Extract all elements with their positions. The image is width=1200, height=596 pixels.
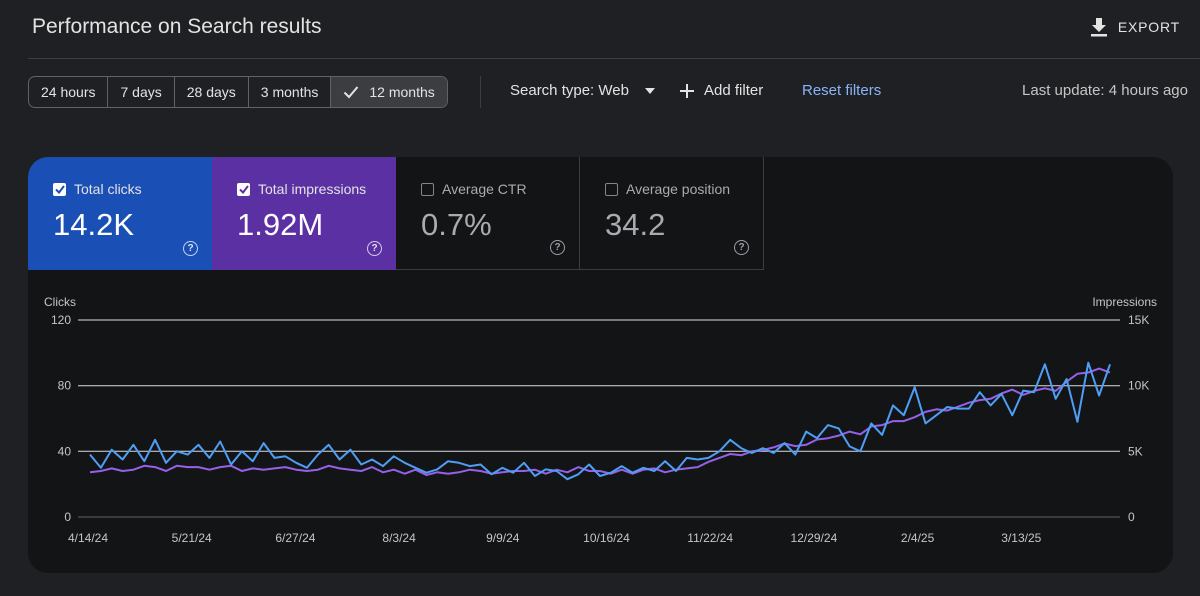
performance-card: Total clicks 14.2K ? Total impressions 1… xyxy=(28,157,1173,573)
check-icon xyxy=(344,86,359,99)
checkbox-checked-icon[interactable] xyxy=(237,182,250,196)
right-tick: 15K xyxy=(1128,313,1149,327)
help-icon[interactable]: ? xyxy=(550,240,565,255)
performance-chart[interactable]: Clicks Impressions 120 80 40 0 15K 10K 5… xyxy=(28,157,1173,573)
checkbox-checked-icon[interactable] xyxy=(53,182,66,196)
right-tick: 0 xyxy=(1128,510,1135,524)
metric-value: 34.2 xyxy=(605,207,666,242)
metric-label: Average position xyxy=(626,181,731,197)
metric-average-ctr[interactable]: Average CTR 0.7% ? xyxy=(396,157,580,270)
reset-filters-link[interactable]: Reset filters xyxy=(802,82,882,99)
x-tick-label: 8/3/24 xyxy=(382,531,416,545)
checkbox-unchecked-icon[interactable] xyxy=(605,182,618,196)
range-12-months[interactable]: 12 months xyxy=(331,77,447,107)
add-filter-button[interactable]: Add filter xyxy=(680,82,763,99)
metric-value: 14.2K xyxy=(53,207,135,242)
help-icon[interactable]: ? xyxy=(367,241,382,256)
metric-label: Total clicks xyxy=(74,181,142,197)
left-axis-label: Clicks xyxy=(44,295,76,309)
export-label: EXPORT xyxy=(1117,19,1180,35)
help-icon[interactable]: ? xyxy=(734,240,749,255)
search-type-dropdown[interactable]: Search type: Web xyxy=(510,82,655,99)
range-28-days[interactable]: 28 days xyxy=(175,77,249,107)
series-line-impressions xyxy=(89,367,1111,476)
filter-divider xyxy=(480,76,481,108)
export-button[interactable]: EXPORT xyxy=(1090,14,1180,40)
checkbox-unchecked-icon[interactable] xyxy=(421,182,434,196)
metric-value: 0.7% xyxy=(421,207,492,242)
help-icon[interactable]: ? xyxy=(183,241,198,256)
metric-label: Average CTR xyxy=(442,181,527,197)
range-24-hours[interactable]: 24 hours xyxy=(29,77,109,107)
x-tick-label: 11/22/24 xyxy=(687,531,733,545)
left-tick: 0 xyxy=(64,510,71,524)
page-header: Performance on Search results EXPORT xyxy=(0,0,1200,58)
x-tick-label: 6/27/24 xyxy=(275,531,315,545)
download-icon xyxy=(1090,18,1107,37)
metric-average-position[interactable]: Average position 34.2 ? xyxy=(580,157,764,270)
metric-total-clicks[interactable]: Total clicks 14.2K ? xyxy=(28,157,212,270)
search-type-label: Search type: Web xyxy=(510,82,629,99)
series-line-clicks xyxy=(89,361,1111,481)
metric-total-impressions[interactable]: Total impressions 1.92M ? xyxy=(212,157,396,270)
range-12-months-label: 12 months xyxy=(369,84,435,100)
right-axis-label: Impressions xyxy=(1092,295,1157,309)
caret-down-icon xyxy=(644,87,655,94)
right-tick: 10K xyxy=(1128,379,1149,393)
left-tick: 120 xyxy=(51,313,71,327)
date-range-selector: 24 hours 7 days 28 days 3 months 12 mont… xyxy=(28,76,448,108)
x-tick-label: 4/14/24 xyxy=(68,531,108,545)
range-3-months[interactable]: 3 months xyxy=(249,77,332,107)
header-divider xyxy=(28,58,1200,59)
right-tick: 5K xyxy=(1128,444,1143,458)
left-tick: 40 xyxy=(58,444,72,458)
x-tick-label: 12/29/24 xyxy=(791,531,838,545)
x-tick-label: 10/16/24 xyxy=(583,531,630,545)
x-tick-label: 3/13/25 xyxy=(1001,531,1041,545)
left-tick: 80 xyxy=(58,379,72,393)
page-title: Performance on Search results xyxy=(32,15,322,38)
range-7-days[interactable]: 7 days xyxy=(108,77,175,107)
x-tick-label: 5/21/24 xyxy=(172,531,212,545)
last-update-text: Last update: 4 hours ago xyxy=(1022,82,1188,99)
add-filter-label: Add filter xyxy=(704,82,764,99)
x-tick-label: 9/9/24 xyxy=(486,531,520,545)
metric-value: 1.92M xyxy=(237,207,324,242)
metric-label: Total impressions xyxy=(258,181,367,197)
x-tick-label: 2/4/25 xyxy=(901,531,935,545)
plus-icon xyxy=(680,83,694,98)
